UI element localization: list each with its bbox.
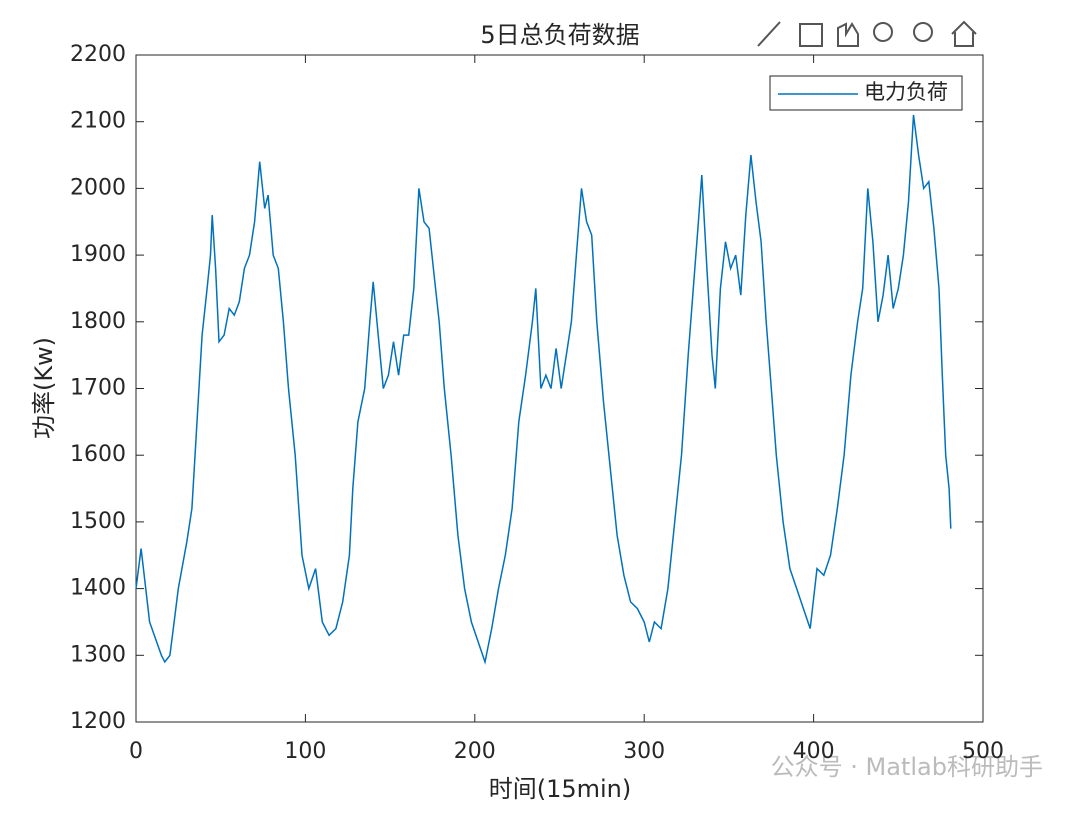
y-tick-label: 1800 [70, 309, 126, 334]
legend-label: 电力负荷 [864, 80, 948, 104]
plot-box [135, 54, 984, 723]
x-tick-label: 300 [623, 739, 665, 764]
x-tick-label: 0 [129, 739, 143, 764]
home-icon[interactable] [951, 20, 977, 47]
toolbar[interactable] [757, 20, 977, 47]
y-tick-label: 1700 [70, 376, 126, 401]
y-tick-label: 2100 [70, 109, 126, 134]
y-tick-label: 1900 [70, 242, 126, 267]
x-tick-label: 400 [793, 739, 835, 764]
y-tick-label: 1300 [70, 642, 126, 667]
legend: 电力负荷 [769, 75, 963, 111]
y-tick-label: 2200 [70, 42, 126, 67]
y-axis-label: 功率(Kw) [30, 337, 58, 439]
y-tick-label: 1500 [70, 509, 126, 534]
x-tick-label: 200 [454, 739, 496, 764]
brush-icon[interactable] [757, 21, 781, 47]
y-tick-label: 2000 [70, 175, 126, 200]
pan-icon[interactable] [837, 22, 859, 47]
chart-title: 5日总负荷数据 [480, 21, 639, 49]
x-tick-label: 100 [284, 739, 326, 764]
x-tick-label: 500 [962, 739, 1004, 764]
zoom-in-icon[interactable] [873, 22, 893, 42]
watermark: 公众号 · Matlab科研助手 [771, 753, 1043, 781]
legend-icon[interactable] [799, 23, 823, 47]
y-tick-label: 1600 [70, 442, 126, 467]
x-axis-label: 时间(15min) [489, 775, 632, 803]
y-tick-label: 1400 [70, 576, 126, 601]
data-line [135, 114, 952, 665]
zoom-out-icon[interactable] [913, 22, 933, 42]
y-tick-label: 1200 [70, 709, 126, 734]
legend-box [769, 75, 963, 111]
